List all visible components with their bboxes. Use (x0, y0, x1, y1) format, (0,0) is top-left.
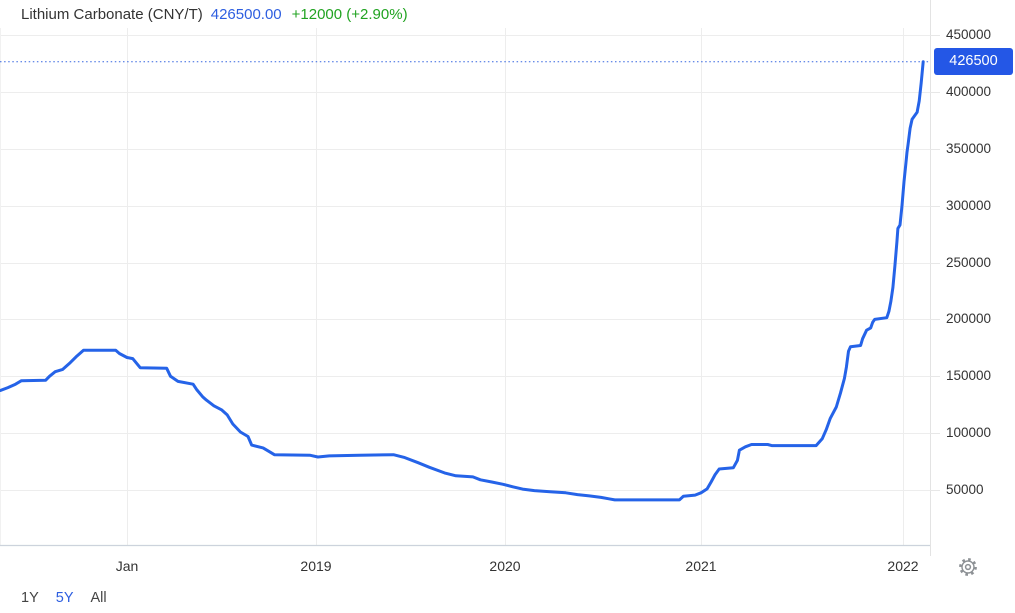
x-axis-label: 2021 (685, 558, 717, 574)
y-axis-label: 350000 (946, 141, 992, 156)
y-axis-tick-mark (930, 319, 940, 320)
y-axis-tick-mark (930, 263, 940, 264)
y-axis-label: 50000 (946, 482, 984, 497)
gear-icon (959, 558, 977, 576)
y-axis-label: 250000 (946, 255, 992, 270)
y-axis-label: 400000 (946, 84, 992, 99)
x-axis-label: 2020 (489, 558, 521, 574)
y-axis-tick-mark (930, 92, 940, 93)
price-chart-plot[interactable] (0, 0, 930, 556)
y-axis-tick-mark (930, 35, 940, 36)
y-axis-label: 300000 (946, 198, 992, 213)
range-option-5y[interactable]: 5Y (55, 590, 74, 606)
y-axis-tick-mark (930, 376, 940, 377)
x-axis-label: 2022 (887, 558, 919, 574)
range-option-all[interactable]: All (90, 590, 107, 606)
price-change: +12000 (+2.90%) (291, 6, 408, 23)
y-axis-label: 100000 (946, 425, 992, 440)
x-axis-label: 2019 (300, 558, 332, 574)
y-axis-tick-mark (930, 433, 940, 434)
y-axis-label: 150000 (946, 368, 992, 383)
last-price: 426500.00 (210, 6, 282, 23)
y-axis-tick-mark (930, 206, 940, 207)
price-line-series (0, 60, 925, 502)
x-axis-label: Jan (115, 558, 139, 574)
current-price-label: 426500 (934, 48, 1013, 75)
instrument-title: Lithium Carbonate (CNY/T) (21, 6, 203, 23)
y-axis: 450000 400000 350000 300000 250000 200000 1500… (930, 0, 1015, 556)
chart-header: Lithium Carbonate (CNY/T) 426500.00 +12000… (21, 6, 408, 28)
range-selector: 1Y 5Y All (21, 590, 107, 606)
y-axis-label: 450000 (946, 27, 992, 42)
y-axis-label: 200000 (946, 311, 992, 326)
y-axis-tick-mark (930, 149, 940, 150)
y-axis-tick-mark (930, 490, 940, 491)
range-option-1y[interactable]: 1Y (21, 590, 39, 606)
settings-button[interactable] (950, 553, 986, 581)
